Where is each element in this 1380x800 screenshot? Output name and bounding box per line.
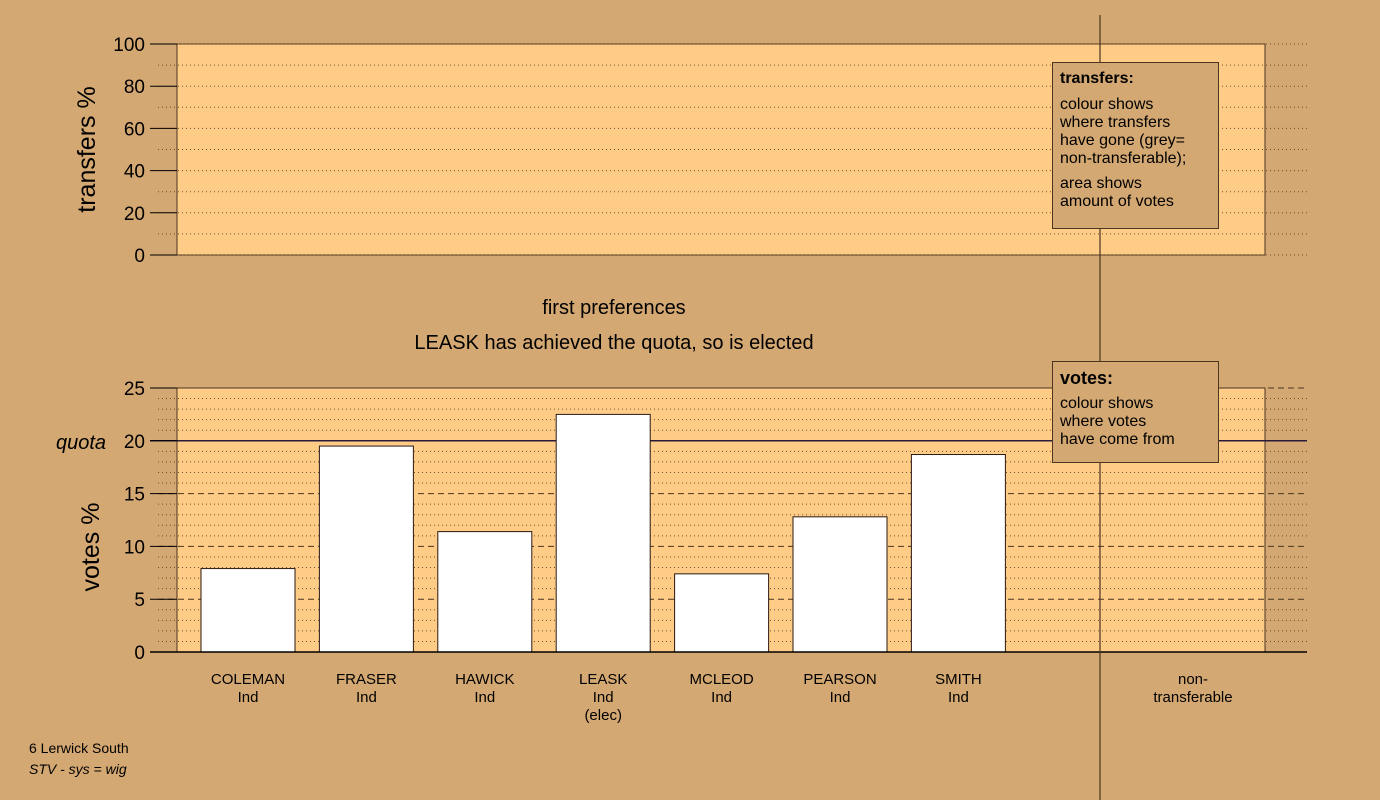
bar-smith: [910, 454, 1006, 653]
candidate-label: MCLEOD: [690, 671, 754, 688]
candidate-label: (elec): [584, 707, 622, 724]
votes-tick-label: 5: [134, 590, 145, 611]
votes-legend-title: votes:: [1060, 368, 1114, 388]
legend-text: colour shows: [1060, 96, 1154, 113]
nontransferable-label: transferable: [1153, 689, 1232, 706]
bar-mcleod: [674, 573, 770, 653]
transfers-legend-colour-text: colour shows where transfers have gone (…: [1060, 96, 1211, 168]
voting-system: STV - sys = wig: [29, 761, 127, 777]
candidate-label: Ind: [356, 689, 377, 706]
legend-text: colour shows: [1060, 395, 1154, 412]
votes-tick-label: 25: [124, 379, 145, 400]
legend-text: have come from: [1060, 431, 1175, 448]
legend-text: area shows: [1060, 175, 1142, 192]
candidate-label: Ind: [474, 689, 495, 706]
legend-text: non-transferable);: [1060, 150, 1187, 167]
candidate-label: Ind: [593, 689, 614, 706]
transfers-tick-label: 20: [124, 204, 145, 225]
transfers-axis-title: transfers %: [73, 86, 101, 212]
bar-hawick: [437, 531, 533, 653]
quota-label: quota: [56, 432, 106, 454]
candidate-label: Ind: [830, 689, 851, 706]
legend-text: where transfers: [1060, 114, 1171, 131]
candidate-label: SMITH: [935, 671, 982, 688]
transfers-tick-label: 60: [124, 119, 145, 140]
candidate-label: Ind: [711, 689, 732, 706]
bar-coleman: [200, 568, 296, 653]
legend-text: have gone (grey=: [1060, 132, 1185, 149]
candidate-label: PEARSON: [803, 671, 876, 688]
ward-name: 6 Lerwick South: [29, 740, 129, 756]
candidate-label: COLEMAN: [211, 671, 285, 688]
votes-tick-label: 20: [124, 432, 145, 453]
votes-axis-title: votes %: [77, 503, 105, 592]
bar-leask: [555, 413, 651, 653]
candidate-label: FRASER: [336, 671, 397, 688]
votes-tick-label: 0: [134, 643, 145, 664]
transfers-tick-label: 40: [124, 162, 145, 183]
bar-pearson: [792, 516, 888, 653]
votes-tick-label: 10: [124, 537, 145, 558]
candidate-label: LEASK: [579, 671, 627, 688]
votes-legend-colour-text: colour shows where votes have come from: [1060, 395, 1211, 449]
transfers-tick-label: 80: [124, 77, 145, 98]
votes-legend: votes: colour shows where votes have com…: [1052, 361, 1219, 463]
transfers-legend: transfers: colour shows where transfers …: [1052, 62, 1219, 229]
nontransferable-label: non-: [1178, 671, 1208, 688]
bar-fraser: [318, 445, 414, 653]
candidate-label: Ind: [948, 689, 969, 706]
transfers-tick-label: 0: [134, 246, 145, 267]
transfers-tick-label: 100: [113, 35, 145, 56]
transfers-legend-title: transfers:: [1060, 70, 1134, 87]
chart-subtitle: LEASK has achieved the quota, so is elec…: [414, 332, 813, 354]
candidate-label: Ind: [238, 689, 259, 706]
candidate-label: HAWICK: [455, 671, 514, 688]
legend-text: where votes: [1060, 413, 1147, 430]
transfers-legend-area-text: area shows amount of votes: [1060, 175, 1211, 211]
chart-title: first preferences: [542, 297, 685, 319]
legend-text: amount of votes: [1060, 193, 1174, 210]
votes-tick-label: 15: [124, 485, 145, 506]
